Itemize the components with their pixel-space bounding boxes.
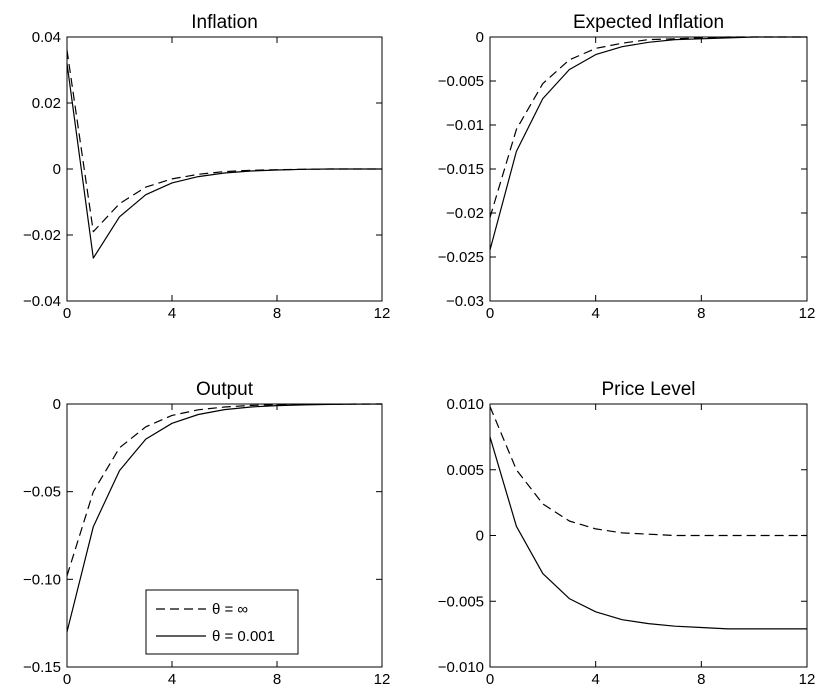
series-line-solid bbox=[489, 36, 807, 251]
y-tick-label: −0.15 bbox=[23, 659, 61, 676]
plot-frame bbox=[489, 403, 808, 668]
legend-box bbox=[145, 589, 299, 655]
y-tick-label: 0.010 bbox=[446, 396, 484, 413]
y-tick-label: −0.01 bbox=[446, 117, 484, 134]
x-tick-label: 12 bbox=[374, 305, 391, 322]
subplot-title: Expected Inflation bbox=[573, 12, 724, 33]
x-tick-label: 0 bbox=[63, 305, 71, 322]
y-tick-label: 0 bbox=[53, 396, 61, 413]
plot-frame bbox=[66, 403, 383, 668]
x-tick-label: 8 bbox=[273, 671, 281, 688]
x-tick-label: 8 bbox=[697, 671, 705, 688]
y-tick-label: 0 bbox=[476, 29, 484, 46]
series-line-solid bbox=[66, 63, 382, 259]
y-tick-label: −0.02 bbox=[446, 205, 484, 222]
plot-frame bbox=[489, 36, 808, 302]
x-tick-label: 8 bbox=[697, 305, 705, 322]
y-tick-label: 0.04 bbox=[32, 29, 61, 46]
series-line-solid bbox=[489, 436, 807, 630]
x-tick-label: 8 bbox=[273, 305, 281, 322]
x-tick-label: 4 bbox=[591, 305, 599, 322]
x-tick-label: 12 bbox=[374, 671, 391, 688]
x-tick-label: 0 bbox=[486, 671, 494, 688]
x-tick-label: 0 bbox=[486, 305, 494, 322]
subplot-1: Inflation 0 4 8 12 0.04 0.02 0 −0.02 −0.04 bbox=[23, 12, 390, 322]
legend-label: θ = ∞ bbox=[212, 601, 248, 618]
subplot-4: Price Level 0 4 8 12 0.010 0.005 0 −0.005 −0.010 bbox=[438, 379, 816, 688]
y-tick-label: −0.015 bbox=[438, 161, 484, 178]
y-tick-label: −0.005 bbox=[438, 73, 484, 90]
legend-label: θ = 0.001 bbox=[212, 628, 275, 645]
y-tick-label: −0.04 bbox=[23, 293, 61, 310]
subplot-3: Output 0 4 8 12 0 −0.05 −0.10 −0.15 θ = ∞ θ = 0.00… bbox=[23, 379, 390, 688]
y-tick-label: 0.02 bbox=[32, 95, 61, 112]
series-line-dashed bbox=[489, 406, 807, 537]
subplot-2: Expected Inflation 0 4 8 12 0 −0.005 −0.01 −0.01… bbox=[438, 12, 816, 322]
x-tick-label: 0 bbox=[63, 671, 71, 688]
y-tick-label: 0 bbox=[476, 528, 484, 545]
y-tick-label: −0.010 bbox=[438, 659, 484, 676]
x-tick-label: 12 bbox=[799, 305, 816, 322]
x-tick-label: 4 bbox=[168, 671, 176, 688]
subplot-title: Output bbox=[196, 379, 254, 400]
legend: θ = ∞ θ = 0.001 bbox=[145, 589, 299, 655]
y-tick-label: −0.05 bbox=[23, 484, 61, 501]
y-tick-label: −0.02 bbox=[23, 227, 61, 244]
y-tick-label: −0.005 bbox=[438, 593, 484, 610]
y-tick-label: −0.10 bbox=[23, 571, 61, 588]
series-line-solid bbox=[66, 403, 383, 633]
series-line-dashed bbox=[489, 36, 807, 218]
subplot-title: Price Level bbox=[602, 379, 696, 400]
x-tick-label: 12 bbox=[799, 671, 816, 688]
y-tick-label: −0.03 bbox=[446, 293, 484, 310]
x-tick-label: 4 bbox=[168, 305, 176, 322]
subplot-title: Inflation bbox=[191, 12, 258, 33]
y-tick-label: 0.005 bbox=[446, 462, 484, 479]
x-tick-label: 4 bbox=[591, 671, 599, 688]
series-line-dashed bbox=[66, 50, 382, 233]
y-tick-label: −0.025 bbox=[438, 249, 484, 266]
series-line-dashed bbox=[66, 403, 382, 576]
y-tick-label: 0 bbox=[53, 161, 61, 178]
